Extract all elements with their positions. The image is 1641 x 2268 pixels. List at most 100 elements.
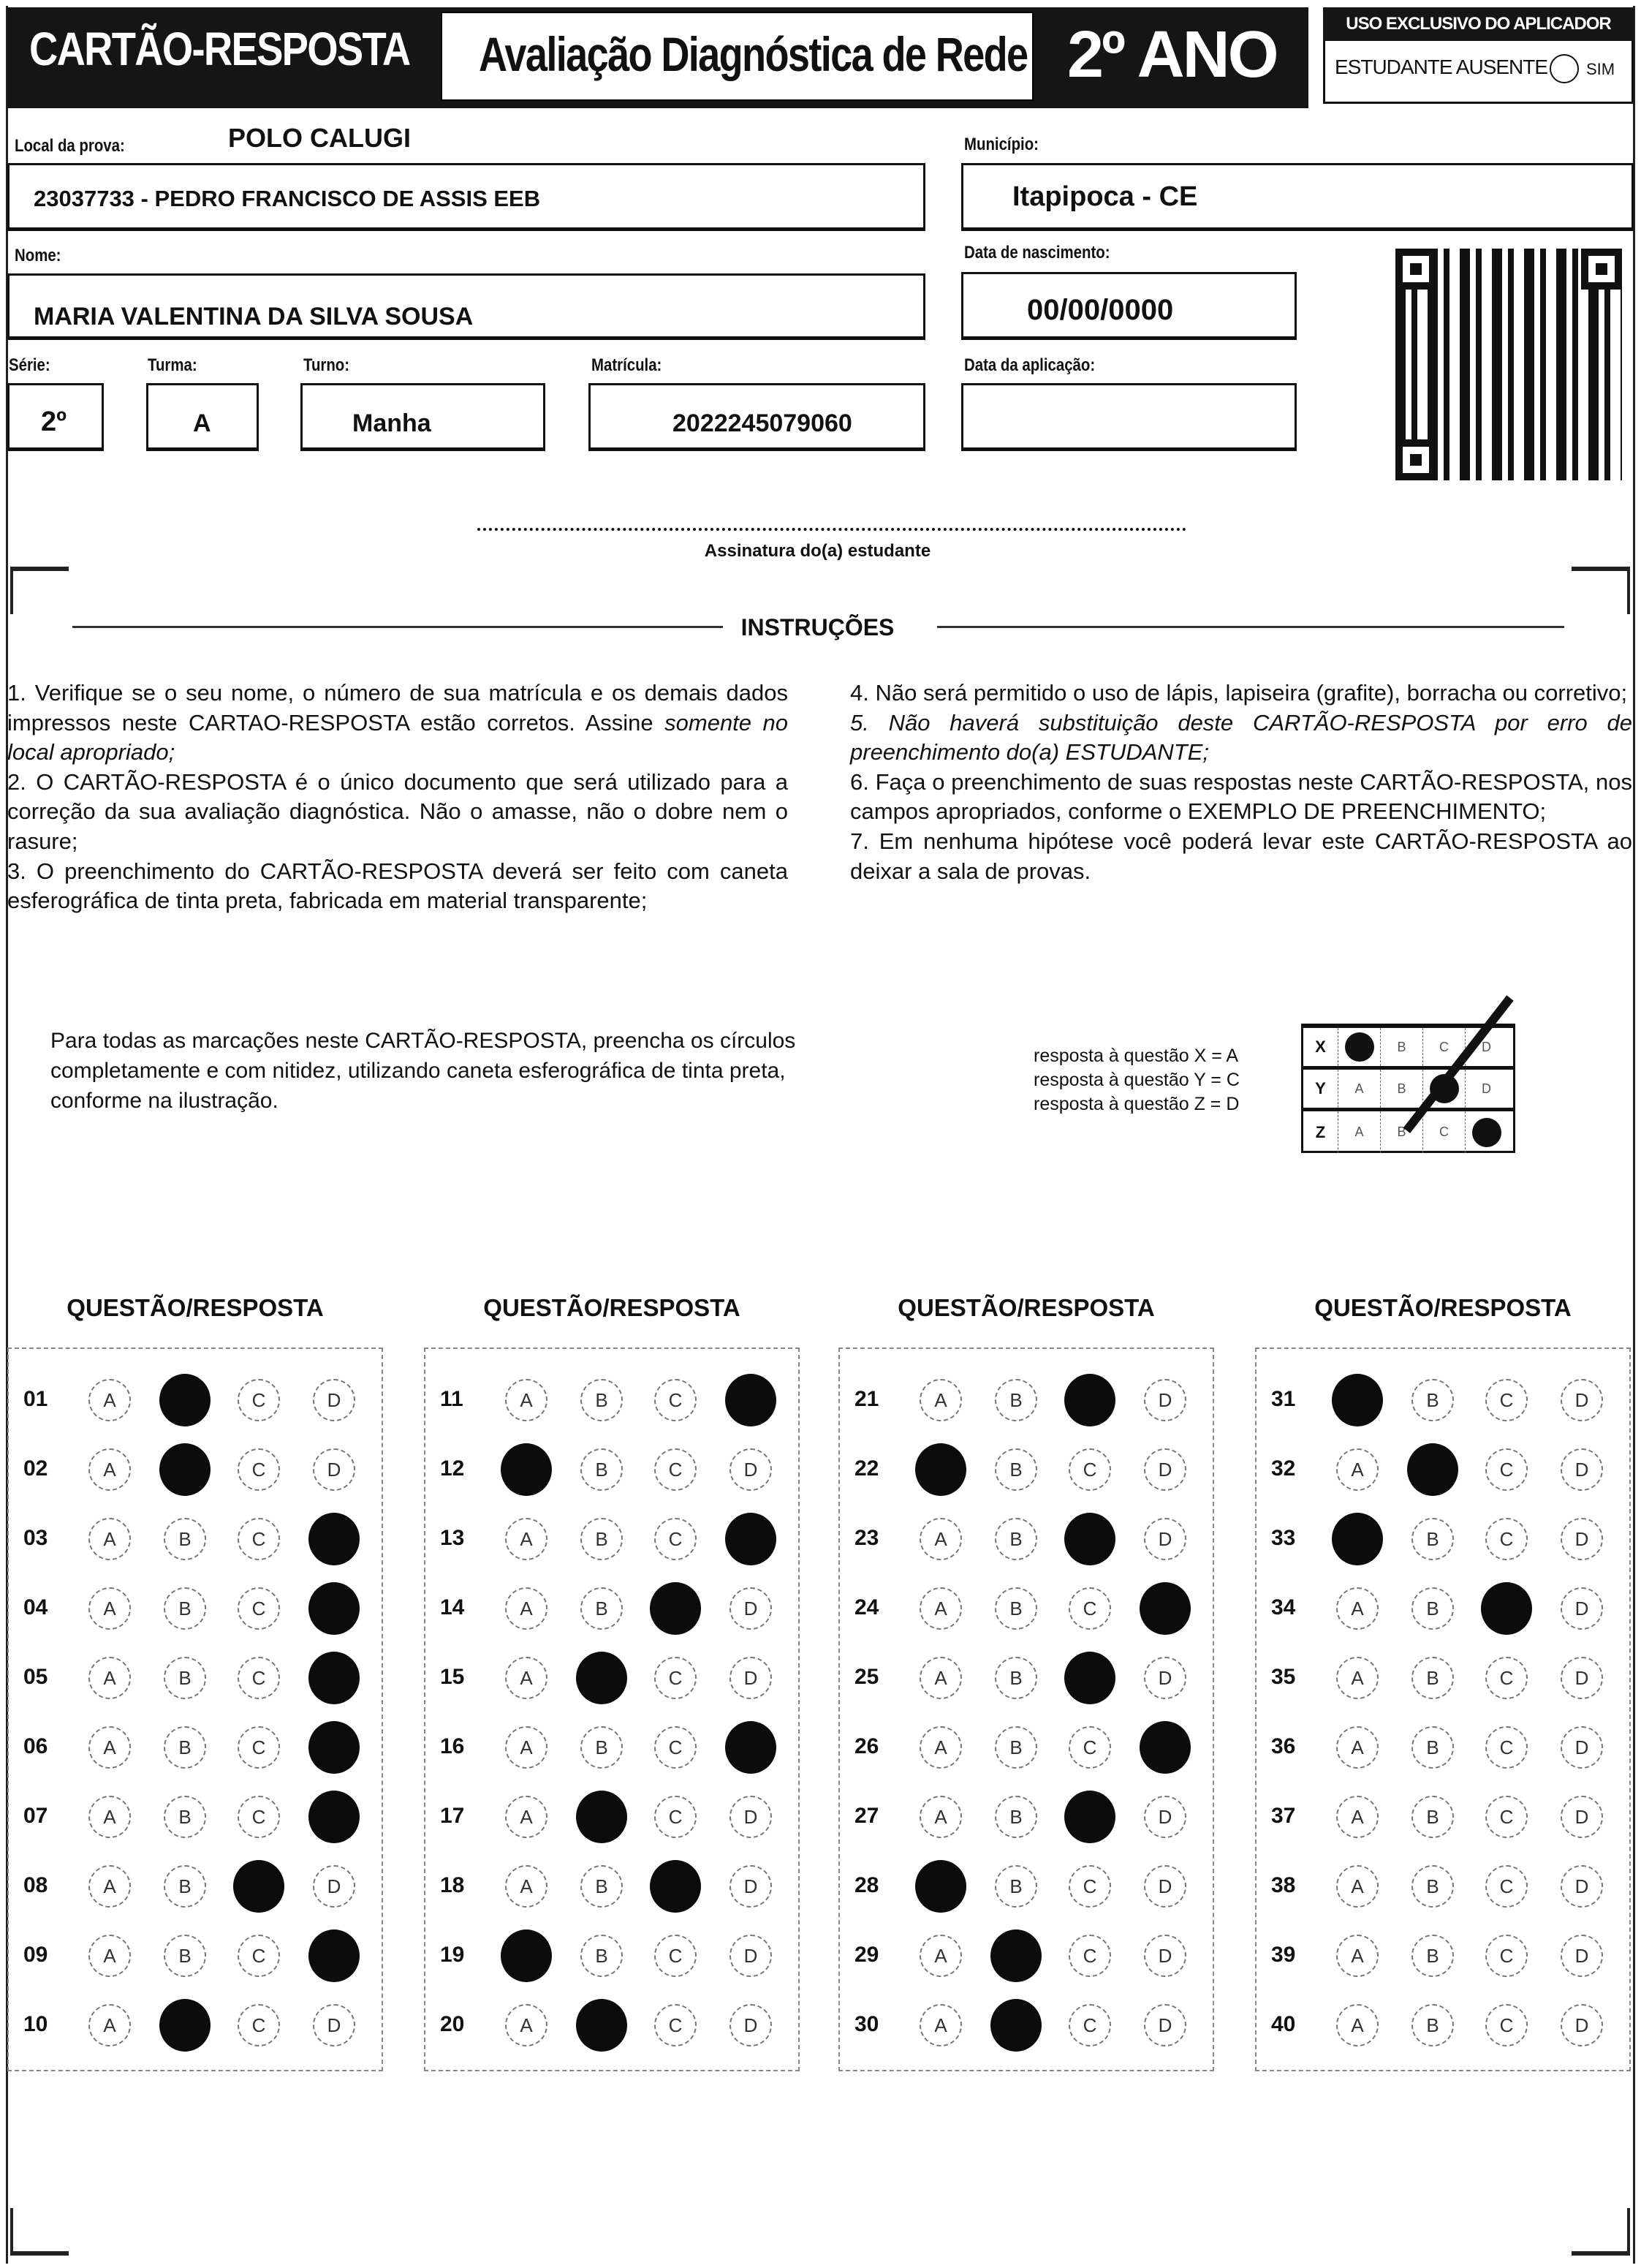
answer-bubble[interactable]: B: [164, 1865, 206, 1908]
answer-bubble[interactable]: D: [1561, 1587, 1603, 1630]
answer-bubble-filled[interactable]: B: [990, 1999, 1042, 2052]
answer-bubble[interactable]: B: [1411, 1726, 1454, 1769]
answer-bubble[interactable]: A: [1336, 1865, 1379, 1908]
answer-bubble[interactable]: A: [88, 1865, 131, 1908]
answer-bubble[interactable]: C: [1485, 1935, 1528, 1977]
answer-bubble[interactable]: A: [1336, 2004, 1379, 2046]
answer-bubble[interactable]: D: [729, 1935, 772, 1977]
answer-bubble[interactable]: A: [88, 1379, 131, 1421]
answer-bubble-filled[interactable]: D: [308, 1791, 360, 1843]
answer-bubble[interactable]: C: [1485, 1865, 1528, 1908]
answer-bubble[interactable]: A: [920, 1379, 962, 1421]
answer-bubble-filled[interactable]: B: [159, 1999, 211, 2052]
answer-bubble[interactable]: D: [1561, 1518, 1603, 1560]
answer-bubble-filled[interactable]: D: [725, 1374, 776, 1426]
answer-bubble-filled[interactable]: D: [308, 1721, 360, 1774]
answer-bubble[interactable]: B: [164, 1518, 206, 1560]
answer-bubble-filled[interactable]: A: [501, 1443, 552, 1496]
answer-bubble[interactable]: A: [505, 1657, 547, 1699]
answer-bubble[interactable]: A: [920, 1935, 962, 1977]
answer-bubble[interactable]: D: [1561, 2004, 1603, 2046]
answer-bubble[interactable]: C: [654, 2004, 697, 2046]
answer-bubble[interactable]: A: [88, 1796, 131, 1838]
answer-bubble[interactable]: C: [238, 1726, 280, 1769]
answer-bubble[interactable]: C: [238, 1448, 280, 1491]
answer-bubble[interactable]: D: [1144, 1865, 1186, 1908]
answer-bubble[interactable]: C: [1485, 1796, 1528, 1838]
answer-bubble[interactable]: A: [88, 1448, 131, 1491]
answer-bubble[interactable]: A: [920, 1518, 962, 1560]
answer-bubble[interactable]: B: [995, 1865, 1037, 1908]
answer-bubble-filled[interactable]: B: [1407, 1443, 1458, 1496]
answer-bubble[interactable]: D: [729, 1796, 772, 1838]
answer-bubble-filled[interactable]: D: [1140, 1721, 1191, 1774]
answer-bubble-filled[interactable]: C: [1064, 1652, 1115, 1704]
answer-bubble-filled[interactable]: D: [725, 1721, 776, 1774]
answer-bubble-filled[interactable]: D: [308, 1652, 360, 1704]
answer-bubble[interactable]: D: [1144, 1657, 1186, 1699]
answer-bubble[interactable]: D: [729, 1657, 772, 1699]
answer-bubble[interactable]: B: [580, 1518, 623, 1560]
answer-bubble-filled[interactable]: C: [1064, 1791, 1115, 1843]
answer-bubble[interactable]: B: [164, 1726, 206, 1769]
answer-bubble[interactable]: D: [729, 1448, 772, 1491]
answer-bubble[interactable]: A: [920, 1796, 962, 1838]
answer-bubble[interactable]: A: [920, 1587, 962, 1630]
answer-bubble[interactable]: B: [1411, 2004, 1454, 2046]
answer-bubble-filled[interactable]: D: [308, 1582, 360, 1635]
answer-bubble-filled[interactable]: C: [233, 1860, 284, 1913]
answer-bubble[interactable]: A: [505, 1726, 547, 1769]
answer-bubble[interactable]: C: [654, 1935, 697, 1977]
answer-bubble-filled[interactable]: D: [1140, 1582, 1191, 1635]
answer-bubble[interactable]: C: [1485, 2004, 1528, 2046]
answer-bubble[interactable]: A: [1336, 1726, 1379, 1769]
answer-bubble-filled[interactable]: B: [576, 1652, 627, 1704]
answer-bubble-filled[interactable]: C: [1481, 1582, 1532, 1635]
answer-bubble[interactable]: B: [164, 1587, 206, 1630]
answer-bubble[interactable]: B: [1411, 1518, 1454, 1560]
answer-bubble[interactable]: B: [995, 1379, 1037, 1421]
answer-bubble[interactable]: D: [313, 1448, 355, 1491]
answer-bubble[interactable]: B: [995, 1448, 1037, 1491]
answer-bubble[interactable]: B: [1411, 1379, 1454, 1421]
answer-bubble-filled[interactable]: A: [501, 1929, 552, 1982]
answer-bubble-filled[interactable]: C: [650, 1860, 701, 1913]
answer-bubble[interactable]: A: [1336, 1587, 1379, 1630]
answer-bubble[interactable]: B: [580, 1448, 623, 1491]
answer-bubble[interactable]: B: [1411, 1657, 1454, 1699]
answer-bubble[interactable]: D: [313, 2004, 355, 2046]
answer-bubble[interactable]: C: [238, 1657, 280, 1699]
answer-bubble-filled[interactable]: B: [576, 1999, 627, 2052]
answer-bubble[interactable]: A: [505, 1587, 547, 1630]
signature-line[interactable]: [477, 528, 1186, 531]
answer-bubble[interactable]: C: [238, 1935, 280, 1977]
answer-bubble[interactable]: C: [654, 1518, 697, 1560]
answer-bubble[interactable]: B: [1411, 1796, 1454, 1838]
answer-bubble[interactable]: B: [580, 1935, 623, 1977]
answer-bubble-filled[interactable]: C: [1064, 1374, 1115, 1426]
answer-bubble[interactable]: D: [729, 1865, 772, 1908]
answer-bubble[interactable]: C: [1485, 1448, 1528, 1491]
answer-bubble[interactable]: C: [1069, 1935, 1111, 1977]
answer-bubble[interactable]: B: [164, 1657, 206, 1699]
answer-bubble[interactable]: B: [580, 1587, 623, 1630]
answer-bubble[interactable]: C: [1069, 1448, 1111, 1491]
answer-bubble[interactable]: D: [1144, 1796, 1186, 1838]
answer-bubble[interactable]: D: [1561, 1379, 1603, 1421]
answer-bubble[interactable]: D: [1561, 1448, 1603, 1491]
answer-bubble-filled[interactable]: A: [1332, 1374, 1383, 1426]
answer-bubble[interactable]: D: [1561, 1865, 1603, 1908]
answer-bubble[interactable]: A: [505, 2004, 547, 2046]
answer-bubble[interactable]: B: [580, 1726, 623, 1769]
answer-bubble[interactable]: C: [1069, 1726, 1111, 1769]
answer-bubble-filled[interactable]: C: [650, 1582, 701, 1635]
answer-bubble[interactable]: B: [995, 1587, 1037, 1630]
answer-bubble[interactable]: A: [88, 1726, 131, 1769]
answer-bubble[interactable]: C: [238, 1518, 280, 1560]
absent-bubble[interactable]: [1550, 54, 1579, 83]
answer-bubble-filled[interactable]: B: [990, 1929, 1042, 1982]
answer-bubble-filled[interactable]: A: [915, 1443, 966, 1496]
answer-bubble[interactable]: C: [1485, 1726, 1528, 1769]
answer-bubble[interactable]: C: [1485, 1657, 1528, 1699]
answer-bubble[interactable]: B: [580, 1379, 623, 1421]
